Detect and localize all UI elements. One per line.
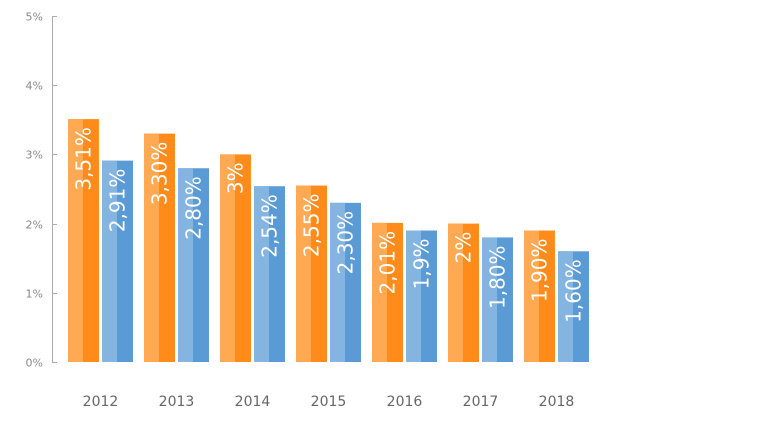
bar-value-label: 2,01% — [376, 231, 400, 295]
bar-2017-series-1 — [448, 223, 479, 362]
bar-2013-series-2 — [178, 168, 209, 362]
bar-value-label: 2,91% — [106, 169, 130, 233]
x-category-label: 2013 — [159, 394, 195, 410]
x-category-label: 2018 — [539, 394, 575, 410]
bar-value-label: 2,80% — [182, 176, 206, 240]
y-tick-label: 4% — [26, 80, 43, 93]
bar-highlight — [178, 168, 193, 362]
bar-2016-series-2 — [406, 230, 437, 362]
bar-2014-series-1 — [220, 154, 251, 362]
bar-2018-series-2 — [558, 251, 589, 362]
bar-2014-series-2 — [254, 186, 285, 362]
bars-group: 3,51% 2,91% 3,30% 2,80% 3% 2,54% 2,55% 2,30% 2,0… — [68, 119, 589, 362]
bar-value-label: 1,80% — [486, 245, 510, 309]
bar-highlight — [372, 222, 387, 362]
bar-value-label: 2,54% — [258, 194, 282, 258]
bar-highlight — [220, 154, 235, 362]
y-tick-label: 1% — [26, 288, 43, 301]
x-category-label: 2016 — [387, 394, 423, 410]
bar-highlight — [482, 237, 497, 362]
bar-2013-series-1 — [144, 133, 175, 362]
bar-highlight — [524, 230, 539, 362]
x-axis-category-labels: 2012 2013 2014 2015 2016 2017 2018 — [83, 394, 575, 410]
bar-value-label: 1,60% — [562, 259, 586, 323]
bar-value-label: 3% — [224, 162, 248, 194]
x-category-label: 2015 — [311, 394, 347, 410]
bar-highlight — [558, 251, 573, 362]
bar-highlight — [144, 133, 159, 362]
bar-2015-series-2 — [330, 202, 361, 362]
y-tick-label: 3% — [26, 149, 43, 162]
bar-2012-series-1 — [68, 119, 99, 362]
x-category-label: 2017 — [463, 394, 499, 410]
bar-highlight — [68, 119, 83, 362]
bar-highlight — [406, 230, 421, 362]
bar-value-label: 1,9% — [410, 239, 434, 290]
x-category-label: 2012 — [83, 394, 119, 410]
y-axis-ticks: 0% 1% 2% 3% 4% 5% — [26, 11, 57, 370]
y-tick-label: 5% — [26, 11, 43, 24]
bar-2015-series-1 — [296, 185, 327, 362]
y-tick-label: 0% — [26, 357, 43, 370]
bar-value-label: 2,55% — [300, 194, 324, 258]
bar-value-label: 2% — [452, 232, 476, 264]
bar-highlight — [448, 223, 463, 362]
bar-value-label: 3,30% — [148, 142, 172, 206]
bar-2017-series-2 — [482, 237, 513, 362]
bar-value-label: 2,30% — [334, 211, 358, 275]
bar-highlight — [330, 202, 345, 362]
bar-highlight — [102, 160, 117, 362]
bar-highlight — [296, 185, 311, 362]
y-tick-label: 2% — [26, 219, 43, 232]
x-category-label: 2014 — [235, 394, 271, 410]
bar-highlight — [254, 186, 269, 362]
bar-2016-series-1 — [372, 222, 403, 362]
bar-value-label: 3,51% — [72, 127, 96, 191]
bar-2012-series-2 — [102, 160, 133, 362]
bar-value-label: 1,90% — [528, 239, 552, 303]
bar-2018-series-1 — [524, 230, 555, 362]
